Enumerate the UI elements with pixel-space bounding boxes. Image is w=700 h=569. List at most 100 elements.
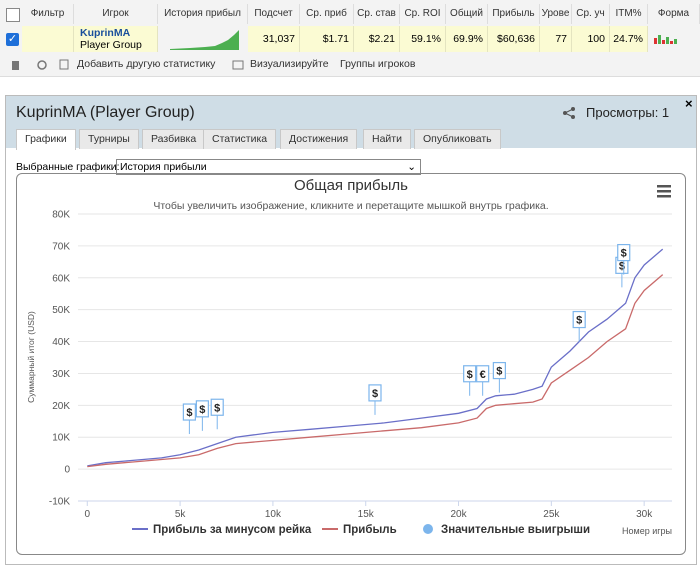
- column-header[interactable]: Ср. ROI: [400, 4, 446, 24]
- flag-label: $: [467, 369, 473, 381]
- tab[interactable]: Найти: [363, 129, 411, 149]
- column-header[interactable]: Общий: [446, 4, 488, 24]
- toolbar-button[interactable]: Визуализируйте: [250, 58, 329, 70]
- column-header[interactable]: Ср. уч: [572, 4, 610, 24]
- tab[interactable]: Графики: [16, 129, 76, 150]
- flag-label: $: [372, 388, 378, 400]
- x-axis-title: Номер игры: [622, 526, 672, 536]
- y-tick-label: 80K: [52, 210, 70, 221]
- flag: [492, 361, 506, 380]
- y-tick-label: 0: [64, 465, 70, 476]
- y-tick-label: 70K: [52, 241, 70, 252]
- select-label: Выбранные графики:: [16, 161, 120, 173]
- select-all-checkbox[interactable]: [6, 8, 20, 22]
- y-tick-label: 20K: [52, 401, 70, 412]
- series-line: [87, 274, 664, 468]
- column-header[interactable]: Ср. приб: [300, 4, 354, 24]
- column-header[interactable]: Подсчет: [248, 4, 300, 24]
- y-tick-label: 60K: [52, 273, 70, 284]
- stat-cell: 59.1%: [400, 26, 446, 52]
- column-header[interactable]: ITM%: [610, 4, 648, 24]
- y-tick-label: 40K: [52, 337, 70, 348]
- tab[interactable]: Опубликовать: [414, 129, 501, 149]
- visualize-icon[interactable]: [232, 58, 244, 72]
- select-value: История прибыли: [120, 161, 207, 173]
- flag: [182, 403, 196, 421]
- stat-cell: 31,037: [248, 26, 300, 52]
- toolbar-icons[interactable]: [10, 58, 70, 72]
- legend-symbol: [423, 524, 433, 534]
- flag-label: $: [619, 260, 625, 272]
- column-header[interactable]: Фильтр: [22, 4, 74, 24]
- stat-cell: 24.7%: [610, 26, 648, 52]
- y-tick-label: 30K: [52, 369, 70, 380]
- toolbar-button[interactable]: Добавить другую статистику: [77, 58, 216, 70]
- chart-select[interactable]: История прибыли ⌄: [116, 159, 421, 175]
- y-tick-label: -10K: [49, 497, 70, 508]
- series-line: [87, 248, 664, 467]
- chart-subtitle: Чтобы увеличить изображение, кликните и …: [153, 200, 548, 212]
- chart-frame: Общая прибыль Чтобы увеличить изображени…: [16, 173, 686, 555]
- column-header[interactable]: Ср. став: [354, 4, 400, 24]
- share-icon[interactable]: [562, 106, 576, 120]
- player-cell: KuprinMA Player Group: [74, 26, 158, 52]
- player-group: Player Group: [80, 39, 142, 51]
- column-header[interactable]: Форма: [648, 4, 700, 24]
- menu-icon[interactable]: [657, 185, 671, 198]
- form-bars: [654, 35, 677, 44]
- flag: [195, 400, 209, 418]
- stat-cell: 69.9%: [446, 26, 488, 52]
- column-header[interactable]: Урове: [540, 4, 572, 24]
- y-tick-label: 10K: [52, 433, 70, 444]
- panel-title: KuprinMA (Player Group): [16, 104, 195, 121]
- column-header[interactable]: Игрок: [74, 4, 158, 24]
- column-header[interactable]: История прибыл: [158, 4, 248, 24]
- flag-label: €: [480, 369, 486, 381]
- stat-cell: 100: [572, 26, 610, 52]
- x-tick-label: 20k: [450, 509, 467, 520]
- flag-label: $: [621, 248, 627, 260]
- player-name[interactable]: KuprinMA: [80, 27, 131, 39]
- chart: Общая прибыль Чтобы увеличить изображени…: [26, 177, 672, 536]
- toolbar-button[interactable]: Группы игроков: [340, 58, 416, 70]
- flag-label: $: [576, 315, 582, 327]
- flag-label: $: [199, 404, 205, 416]
- flag-label: $: [496, 366, 502, 378]
- tab[interactable]: Достижения: [280, 129, 358, 149]
- flag: [476, 365, 490, 383]
- views-count: Просмотры: 1: [586, 105, 670, 120]
- x-tick-label: 5k: [175, 509, 187, 520]
- flag: [368, 384, 382, 402]
- tab[interactable]: Турниры: [79, 129, 139, 149]
- flag: [572, 310, 586, 329]
- stat-cell: $2.21: [354, 26, 400, 52]
- row-blank: [22, 26, 74, 52]
- row-checkbox[interactable]: ✓: [6, 33, 19, 46]
- x-tick-label: 10k: [265, 509, 282, 520]
- stat-cell: $60,636: [488, 26, 540, 52]
- stat-cell: $1.71: [300, 26, 354, 52]
- chart-title: Общая прибыль: [294, 177, 408, 194]
- player-panel: KuprinMA (Player Group) Просмотры: 1 × Г…: [5, 95, 697, 565]
- x-tick-label: 25k: [543, 509, 560, 520]
- stat-cell: 77: [540, 26, 572, 52]
- legend-label[interactable]: Прибыль за минусом рейка: [153, 524, 312, 536]
- stats-table: ✓ Фильтр Игрок История прибыл Подсчет Ср. пр…: [0, 0, 700, 77]
- flag: [463, 365, 477, 383]
- flag: [617, 243, 631, 262]
- x-tick-label: 0: [85, 509, 91, 520]
- x-tick-label: 30k: [636, 509, 653, 520]
- column-header[interactable]: Прибыль: [488, 4, 540, 24]
- close-button[interactable]: ×: [685, 96, 693, 111]
- tab[interactable]: Статистика: [203, 129, 277, 149]
- legend-label[interactable]: Значительные выигрыши: [441, 524, 590, 536]
- y-tick-label: 50K: [52, 305, 70, 316]
- profit-sparkline: [170, 30, 239, 50]
- flag-label: $: [214, 402, 220, 414]
- flag-label: $: [186, 407, 192, 419]
- legend-label[interactable]: Прибыль: [343, 524, 397, 536]
- flag: [210, 398, 224, 416]
- x-tick-label: 15k: [358, 509, 375, 520]
- tab[interactable]: Разбивка: [142, 129, 206, 149]
